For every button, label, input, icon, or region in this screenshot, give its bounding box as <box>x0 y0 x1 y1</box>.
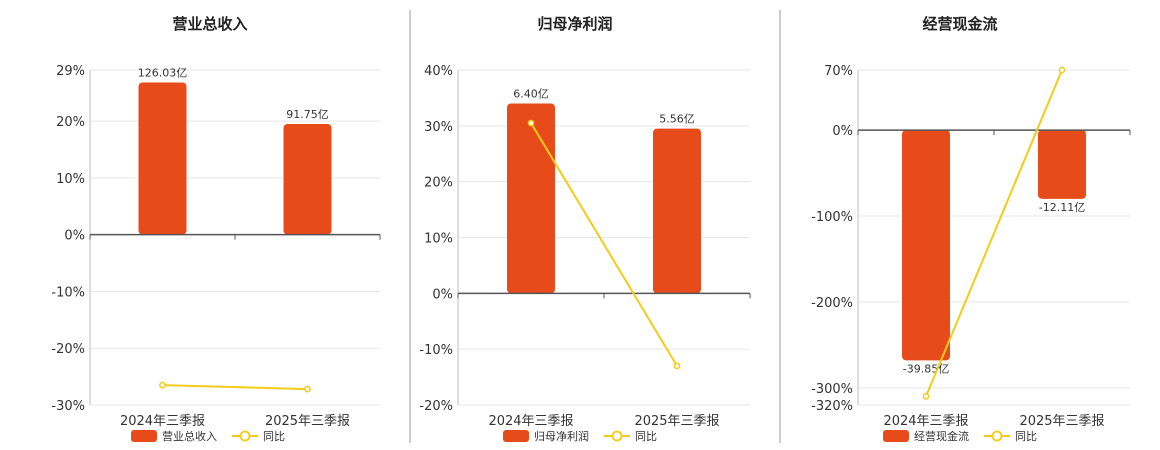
legend-line-marker <box>991 430 1003 442</box>
y-tick-label: -200% <box>811 296 853 311</box>
bar-data-label: 126.03亿 <box>138 66 188 79</box>
y-tick-label: 0% <box>64 229 85 244</box>
bar-mark <box>1038 130 1086 199</box>
legend-bar-swatch <box>883 430 909 442</box>
chart-title: 营业总收入 <box>172 15 247 33</box>
yoy-point <box>673 362 681 370</box>
y-tick-label: 0% <box>432 287 453 302</box>
chart-title: 归母净利润 <box>537 15 612 33</box>
y-tick-label: 20% <box>424 176 453 191</box>
legend-bar-label: 经营现金流 <box>914 429 969 443</box>
legend-line-label: 同比 <box>1015 430 1037 443</box>
legend-line-marker <box>239 430 251 442</box>
y-tick-label: -30% <box>51 399 85 414</box>
y-tick-label: -20% <box>419 399 453 414</box>
legend-line-label: 同比 <box>263 430 285 443</box>
chart-title: 经营现金流 <box>922 15 997 33</box>
y-tick-label: -20% <box>51 342 85 357</box>
x-category-label: 2025年三季报 <box>265 414 350 429</box>
x-category-label: 2024年三季报 <box>883 414 968 429</box>
x-category-label: 2024年三季报 <box>120 414 205 429</box>
bar-data-label: 91.75亿 <box>286 108 329 121</box>
yoy-point <box>304 385 311 393</box>
yoy-line <box>925 69 1063 397</box>
bar-mark <box>138 82 187 235</box>
y-tick-label: 10% <box>424 232 453 247</box>
bar-data-label: 6.40亿 <box>513 88 549 101</box>
y-tick-label: -10% <box>51 285 85 300</box>
x-category-label: 2025年三季报 <box>634 414 719 429</box>
yoy-line <box>162 384 308 391</box>
y-tick-label: 70% <box>824 64 853 79</box>
bar-mark <box>283 123 332 235</box>
yoy-point <box>1058 66 1066 74</box>
bar-data-label: -12.11亿 <box>1039 201 1085 214</box>
legend-bar-swatch <box>131 430 157 442</box>
yoy-line <box>530 122 678 367</box>
y-tick-label: -10% <box>419 343 453 358</box>
legend-line-label: 同比 <box>635 430 657 443</box>
bar-data-label: 5.56亿 <box>659 113 695 126</box>
x-category-label: 2024年三季报 <box>488 414 573 429</box>
legend-bar-label: 营业总收入 <box>162 429 217 443</box>
bar-mark <box>653 128 701 294</box>
y-tick-label: -100% <box>811 210 853 225</box>
bar-data-label: -39.85亿 <box>903 362 949 375</box>
yoy-point <box>159 381 166 389</box>
bar-mark <box>902 130 950 361</box>
legend-line-marker <box>611 430 623 442</box>
y-tick-label: 0% <box>832 124 853 139</box>
yoy-point <box>922 393 930 400</box>
bar-mark <box>507 103 555 294</box>
y-tick-label: 40% <box>424 64 453 79</box>
yoy-point <box>527 119 535 127</box>
y-tick-label: 30% <box>424 120 453 135</box>
y-tick-label: 20% <box>56 115 85 130</box>
legend-bar-label: 归母净利润 <box>534 429 589 443</box>
y-tick-label: -300% <box>811 382 853 397</box>
y-tick-label: 29% <box>56 64 85 79</box>
y-tick-label: 10% <box>56 172 85 187</box>
x-category-label: 2025年三季报 <box>1019 414 1104 429</box>
y-tick-label: -320% <box>811 399 853 414</box>
legend-bar-swatch <box>503 430 529 442</box>
